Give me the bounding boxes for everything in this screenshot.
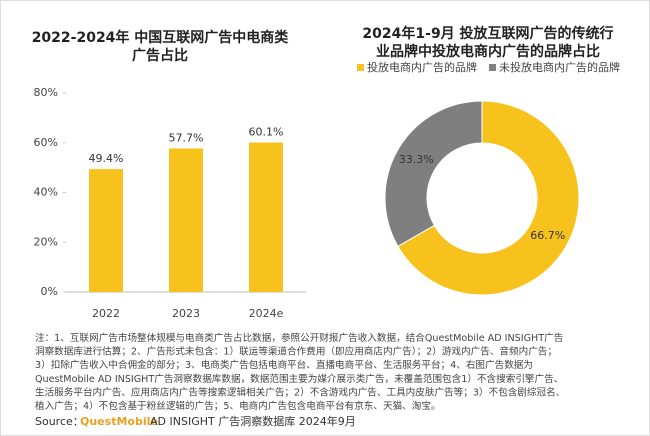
- x-tick-label: 2024e: [249, 307, 284, 320]
- value-label: 33.3%: [399, 153, 434, 166]
- x-tick-label: 2022: [92, 307, 120, 320]
- note-line: QuestMobile AD INSIGHT广告洞察数据库数据，数据范围主要为媒…: [35, 373, 563, 385]
- legend-label: 投放电商内广告的品牌: [367, 60, 477, 74]
- value-label: 60.1%: [249, 126, 284, 139]
- chart-title: 广告占比: [132, 47, 188, 64]
- pie-slice: [384, 100, 483, 248]
- y-tick-label: 20%: [34, 235, 58, 248]
- note-line: 生活服务平台内广告、应用商店内广告等搜索逻辑相关广告；2）不含游戏内广告、工具内…: [35, 386, 565, 398]
- legend-label: 未投放电商内广告的品牌: [499, 60, 620, 74]
- chart-title: 2022-2024年 中国互联网广告中电商类: [32, 29, 290, 46]
- x-tick-label: 2023: [172, 307, 200, 320]
- note-line: 洞察数据库进行估算；2、广告形式未包含：1）联运等渠道合作费用（即应用商店内广告…: [35, 346, 557, 358]
- value-label: 57.7%: [169, 131, 204, 144]
- y-tick-label: 0%: [41, 285, 58, 298]
- legend-swatch: [489, 64, 496, 71]
- y-tick-label: 80%: [34, 86, 58, 99]
- note-line: 注：1、互联网广告市场整体规模与电商类广告占比数据，参照公开财报广告收入数据，结…: [35, 332, 564, 344]
- chart-title: 2024年1-9月 投放互联网广告的传统行: [362, 25, 613, 42]
- pie-slice: [397, 100, 580, 296]
- y-tick-label: 40%: [34, 186, 58, 199]
- source-label: Source：: [35, 415, 84, 428]
- legend-swatch: [357, 64, 364, 71]
- y-tick-label: 60%: [34, 136, 58, 149]
- source-text: AD INSIGHT 广告洞察数据库 2024年9月: [150, 414, 356, 428]
- value-label: 49.4%: [89, 152, 124, 165]
- bar: [249, 142, 283, 292]
- value-label: 66.7%: [530, 229, 565, 242]
- bar: [89, 169, 123, 292]
- bar: [169, 148, 203, 292]
- chart-title: 业品牌中投放电商内广告的品牌占比: [376, 43, 600, 60]
- source-brand: QuestMobile: [80, 415, 158, 428]
- note-line: 3）扣除广告收入中合佣金的部分；3、电商类广告包括电商平台、直播电商平台、生活服…: [35, 359, 533, 371]
- note-line: 植入广告；4）不包含基于粉丝逻辑的广告；5、电商内广告包含电商平台有京东、天猫、…: [35, 400, 441, 412]
